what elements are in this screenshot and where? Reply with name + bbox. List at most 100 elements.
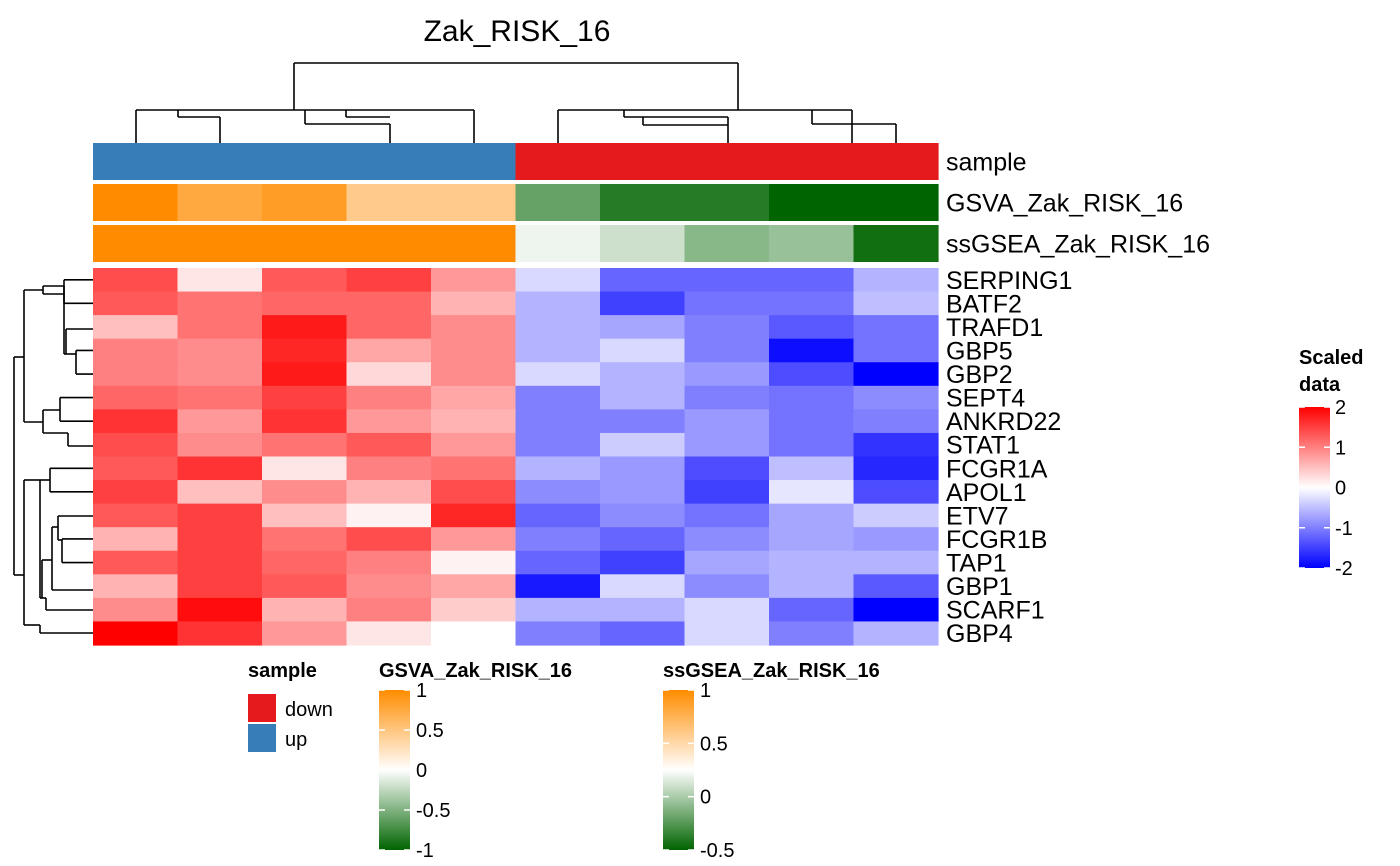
row-label: GBP1 <box>946 573 1013 601</box>
heatmap-cell <box>177 597 263 623</box>
color-bar-tick-label: 0.5 <box>416 720 444 742</box>
heatmap-cell <box>600 268 686 293</box>
heatmap-cell <box>262 362 348 387</box>
heatmap-cell <box>346 362 432 387</box>
row-label: TAP1 <box>946 550 1007 578</box>
legend-swatch <box>248 694 276 722</box>
heatmap-cell <box>769 550 855 575</box>
heatmap-cell <box>515 574 601 599</box>
heatmap-cell <box>515 338 601 363</box>
heatmap-cell <box>346 268 432 293</box>
heatmap-cell <box>853 385 939 410</box>
annotation-cell <box>431 184 517 221</box>
row-label: STAT1 <box>946 432 1020 460</box>
heatmap-cell <box>93 338 179 363</box>
heatmap-cell <box>684 456 770 481</box>
row-label: GBP2 <box>946 361 1013 389</box>
heatmap-cell <box>93 621 179 646</box>
annotation-cell <box>346 225 432 262</box>
heatmap-cell <box>262 574 348 599</box>
row-label: SEPT4 <box>946 385 1025 413</box>
heatmap-cell <box>853 480 939 505</box>
heatmap-cell <box>177 338 263 363</box>
heatmap-cell <box>431 291 517 316</box>
heatmap-cell <box>93 362 179 387</box>
annotation-cell <box>262 143 348 180</box>
heatmap-cell <box>431 597 517 623</box>
annotation-cell <box>262 184 348 221</box>
color-bar-tick-label: -1 <box>416 840 434 862</box>
row-label: SCARF1 <box>946 597 1045 625</box>
row-label: FCGR1B <box>946 526 1047 554</box>
row-labels: SERPING1BATF2TRAFD1GBP5GBP2SEPT4ANKRD22S… <box>946 267 1072 648</box>
heatmap-cell <box>515 550 601 575</box>
annotation-cell <box>769 184 855 221</box>
heatmap-cell <box>769 432 855 458</box>
heatmap-cell <box>262 480 348 505</box>
heatmap-cell <box>177 456 263 481</box>
heatmap-cell <box>431 362 517 387</box>
heatmap-cell <box>262 409 348 434</box>
annotation-cell <box>769 225 855 262</box>
heatmap-cell <box>853 456 939 481</box>
color-bar-tick-label: 0.5 <box>700 733 728 755</box>
heatmap-cell <box>262 597 348 623</box>
heatmap-cell <box>853 291 939 316</box>
row-label: APOL1 <box>946 479 1027 507</box>
heatmap-cell <box>93 527 179 552</box>
color-bar-tick-label: -0.5 <box>416 800 450 822</box>
heatmap-cell <box>853 621 939 646</box>
heatmap-cell <box>431 456 517 481</box>
annotation-cell <box>769 143 855 180</box>
heatmap-cell <box>769 621 855 646</box>
heatmap-cell <box>346 597 432 623</box>
heatmap-cell <box>93 268 179 293</box>
heatmap-cell <box>346 527 432 552</box>
annotation-legends: sampledownupGSVA_Zak_RISK_1610.50-0.5-1s… <box>248 660 880 862</box>
heatmap-cell <box>600 432 686 458</box>
color-bar-tick-label: 1 <box>416 680 427 702</box>
heatmap-cell <box>346 503 432 528</box>
annotation-cell <box>262 225 348 262</box>
heatmap-cell <box>93 480 179 505</box>
heatmap-cell <box>769 291 855 316</box>
heatmap-cell <box>431 621 517 646</box>
heatmap-cell <box>769 480 855 505</box>
heatmap-cell <box>600 574 686 599</box>
heatmap-cell <box>93 409 179 434</box>
color-bar-tick-label: -0.5 <box>700 840 734 862</box>
heatmap-cell <box>177 315 263 340</box>
annotation-cell <box>177 143 263 180</box>
annotation-cell <box>600 225 686 262</box>
heatmap-cell <box>177 480 263 505</box>
row-label: FCGR1A <box>946 455 1048 483</box>
color-bar-tick-label: 1 <box>1335 437 1346 459</box>
heatmap-cell <box>600 550 686 575</box>
heatmap-cell <box>515 527 601 552</box>
heatmap-cell <box>431 480 517 505</box>
heatmap-cell <box>769 315 855 340</box>
heatmap-cell <box>515 480 601 505</box>
heatmap-cell <box>262 621 348 646</box>
annotation-cell <box>853 184 939 221</box>
heatmap-cell <box>431 527 517 552</box>
heatmap-cell <box>853 362 939 387</box>
heatmap-cell <box>600 338 686 363</box>
heatmap-cell <box>853 597 939 623</box>
heatmap-cell <box>515 315 601 340</box>
heatmap-cell <box>853 268 939 293</box>
heatmap-cell <box>346 574 432 599</box>
heatmap-cell <box>346 315 432 340</box>
heatmap-cell <box>515 432 601 458</box>
heatmap-cell <box>431 268 517 293</box>
color-bar-tick-label: -2 <box>1335 558 1353 580</box>
heatmap-cell <box>177 385 263 410</box>
heatmap-cell <box>262 503 348 528</box>
heatmap-cell <box>853 315 939 340</box>
heatmap-cell <box>431 574 517 599</box>
heatmap-cell <box>853 574 939 599</box>
heatmap-cell <box>177 503 263 528</box>
heatmap-cell <box>262 550 348 575</box>
heatmap-cell <box>431 550 517 575</box>
